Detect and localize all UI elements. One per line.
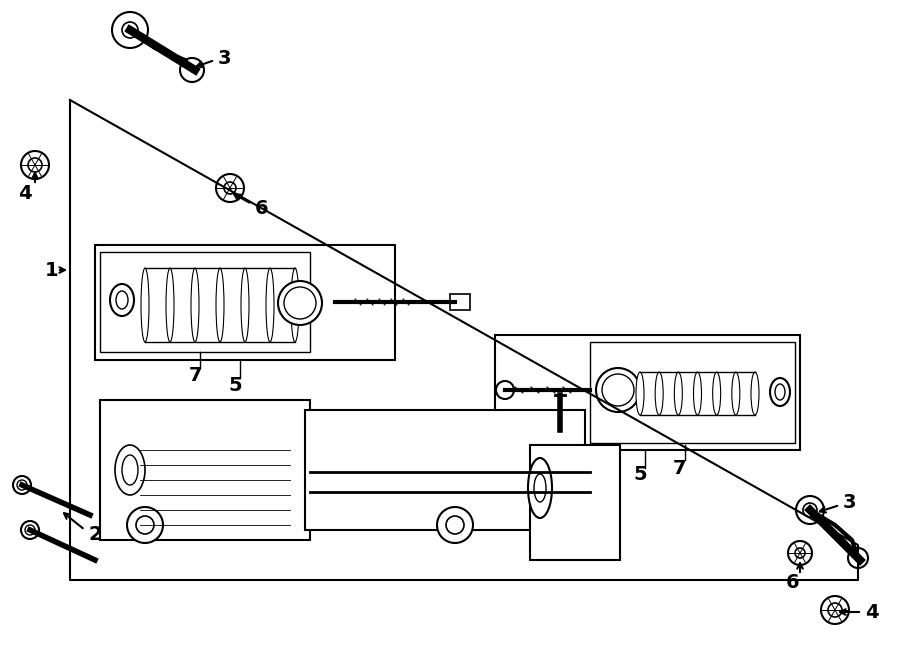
Circle shape xyxy=(122,22,138,38)
Ellipse shape xyxy=(694,372,701,415)
Ellipse shape xyxy=(751,372,759,415)
Circle shape xyxy=(284,287,316,319)
Circle shape xyxy=(180,58,204,82)
Circle shape xyxy=(788,541,812,565)
Circle shape xyxy=(216,174,244,202)
Circle shape xyxy=(224,182,236,194)
Text: 3: 3 xyxy=(218,48,231,68)
Bar xyxy=(95,245,395,360)
Circle shape xyxy=(136,516,154,534)
Bar xyxy=(100,400,310,540)
Circle shape xyxy=(112,12,148,48)
Circle shape xyxy=(25,525,35,535)
Text: 4: 4 xyxy=(18,183,32,203)
Circle shape xyxy=(795,548,805,558)
Ellipse shape xyxy=(110,284,134,316)
Bar xyxy=(100,252,310,352)
Ellipse shape xyxy=(732,372,740,415)
Circle shape xyxy=(821,596,849,624)
Circle shape xyxy=(796,496,824,524)
Text: 1: 1 xyxy=(45,261,58,279)
Bar xyxy=(590,342,795,443)
Circle shape xyxy=(602,374,634,406)
Circle shape xyxy=(278,281,322,325)
Ellipse shape xyxy=(775,384,785,400)
Ellipse shape xyxy=(115,445,145,495)
Ellipse shape xyxy=(166,268,174,342)
Text: 6: 6 xyxy=(787,573,800,592)
Circle shape xyxy=(13,476,31,494)
Circle shape xyxy=(437,507,473,543)
Bar xyxy=(450,294,470,310)
Circle shape xyxy=(803,503,817,517)
Circle shape xyxy=(21,151,49,179)
Ellipse shape xyxy=(534,474,546,502)
Circle shape xyxy=(127,507,163,543)
Bar xyxy=(530,445,620,560)
Ellipse shape xyxy=(655,372,663,415)
Text: 6: 6 xyxy=(255,199,268,218)
Circle shape xyxy=(28,158,42,172)
Ellipse shape xyxy=(216,268,224,342)
Bar xyxy=(495,335,800,450)
Circle shape xyxy=(21,521,39,539)
Ellipse shape xyxy=(713,372,721,415)
Text: 4: 4 xyxy=(865,602,878,622)
Ellipse shape xyxy=(141,268,149,342)
Ellipse shape xyxy=(674,372,682,415)
Ellipse shape xyxy=(122,455,138,485)
Circle shape xyxy=(596,368,640,412)
Ellipse shape xyxy=(266,268,274,342)
Circle shape xyxy=(848,548,868,568)
Text: 5: 5 xyxy=(229,375,242,395)
Text: 7: 7 xyxy=(188,365,202,385)
Circle shape xyxy=(496,381,514,399)
Ellipse shape xyxy=(241,268,249,342)
Text: 7: 7 xyxy=(673,459,687,477)
Ellipse shape xyxy=(116,291,128,309)
Ellipse shape xyxy=(636,372,644,415)
Ellipse shape xyxy=(770,378,790,406)
Circle shape xyxy=(446,516,464,534)
Text: 2: 2 xyxy=(88,526,102,545)
Ellipse shape xyxy=(191,268,199,342)
Bar xyxy=(305,410,585,530)
Ellipse shape xyxy=(291,268,299,342)
Text: 3: 3 xyxy=(843,493,857,512)
Circle shape xyxy=(17,480,27,490)
Text: 5: 5 xyxy=(634,465,647,485)
Ellipse shape xyxy=(528,458,552,518)
Circle shape xyxy=(828,603,842,617)
